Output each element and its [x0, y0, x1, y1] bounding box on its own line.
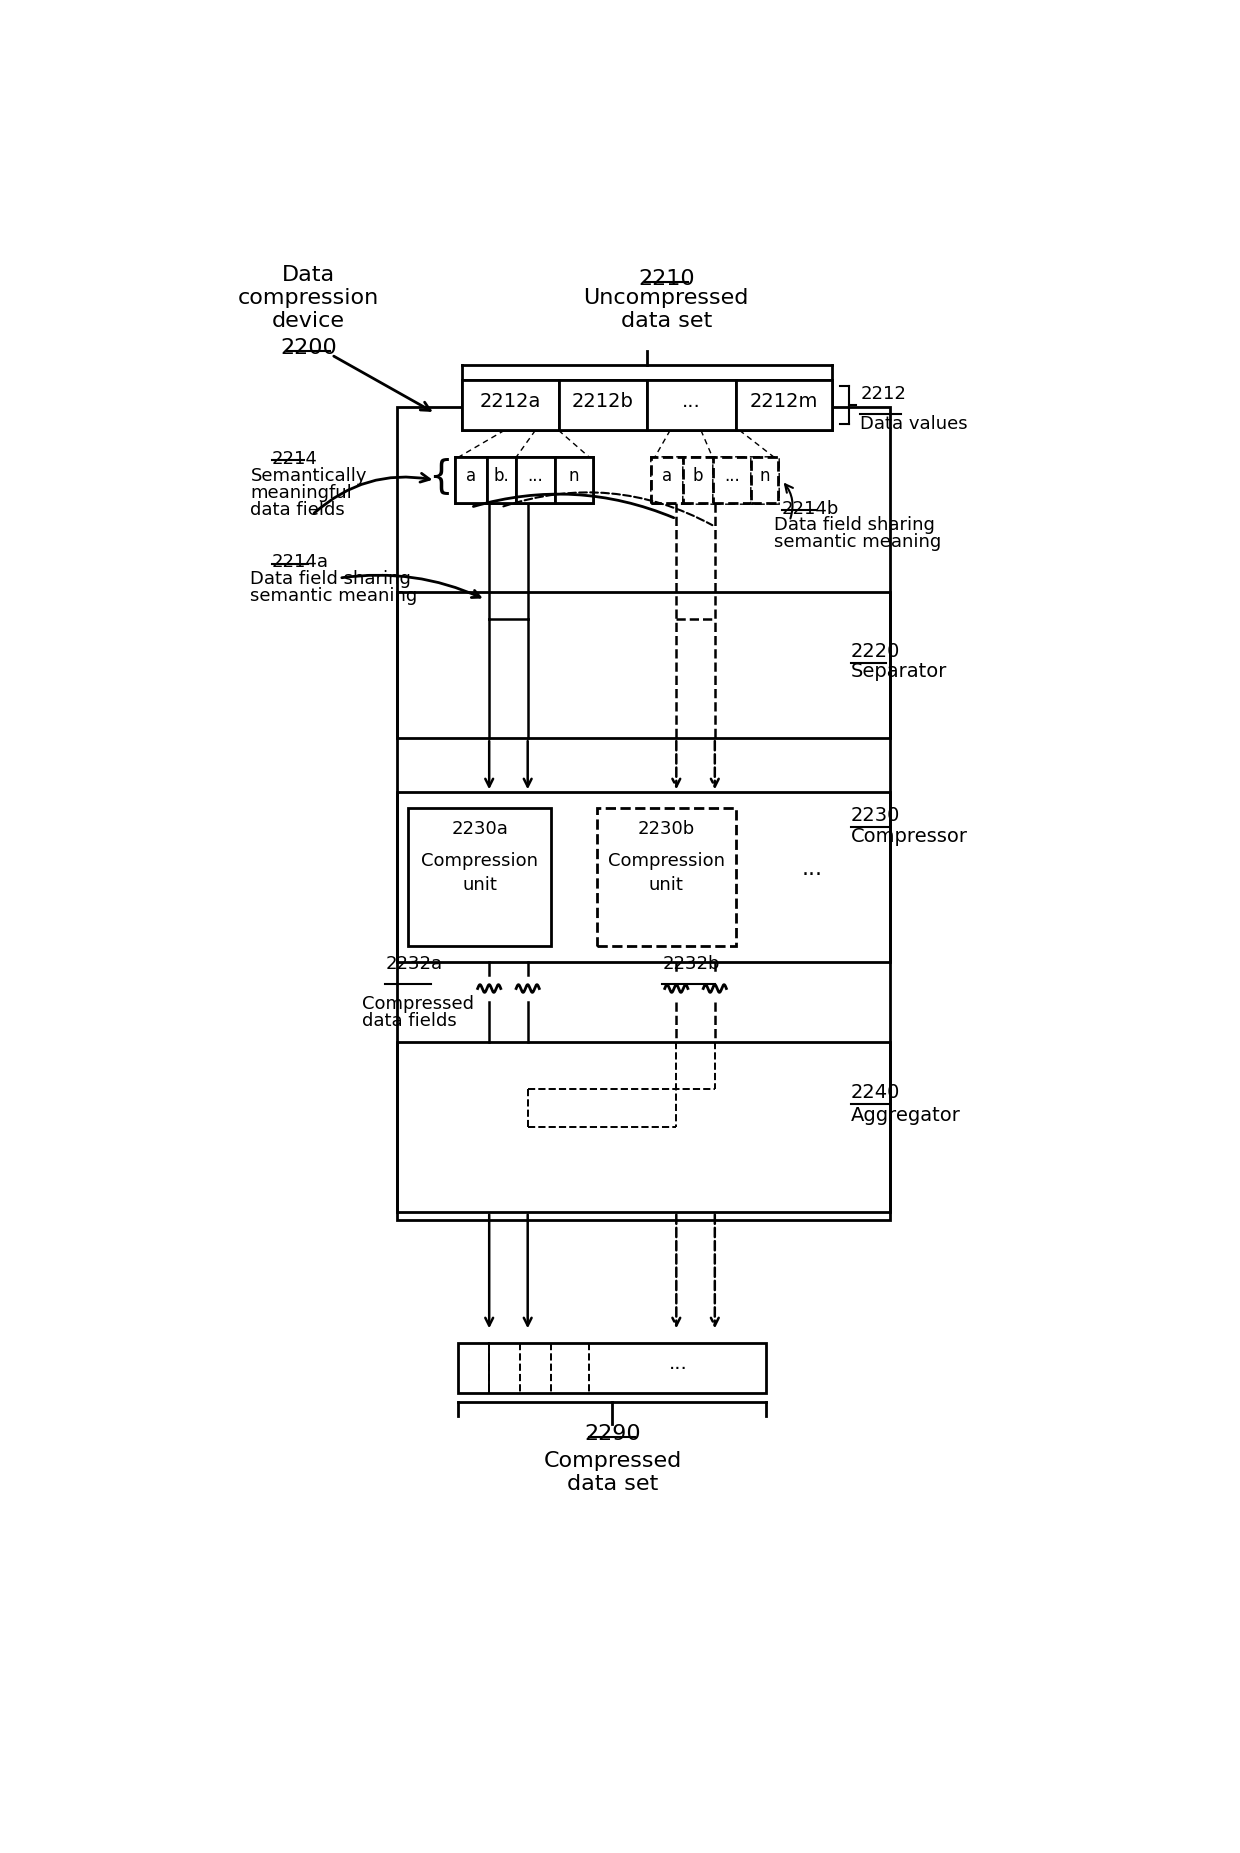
- Text: 2220: 2220: [851, 641, 900, 662]
- Text: unit: unit: [463, 876, 497, 893]
- Text: Compressed: Compressed: [543, 1451, 682, 1471]
- Text: 2230a: 2230a: [451, 821, 508, 838]
- Text: n: n: [759, 467, 770, 485]
- Bar: [751, 458, 777, 504]
- Bar: [408, 808, 551, 947]
- Text: Compressor: Compressor: [851, 826, 968, 847]
- Text: Data field sharing: Data field sharing: [250, 571, 412, 589]
- Text: compression: compression: [238, 287, 379, 308]
- Text: Compressed: Compressed: [362, 995, 474, 1014]
- Bar: [596, 808, 735, 947]
- Text: 2232b: 2232b: [662, 954, 720, 973]
- Text: Data: Data: [281, 265, 335, 285]
- Text: data set: data set: [567, 1473, 658, 1494]
- Text: 2212: 2212: [861, 385, 906, 402]
- Bar: [397, 591, 889, 737]
- Text: Uncompressed: Uncompressed: [584, 287, 749, 308]
- Bar: [459, 1343, 766, 1393]
- Text: device: device: [272, 311, 345, 332]
- Text: ...: ...: [527, 467, 543, 485]
- Bar: [651, 458, 683, 504]
- Bar: [713, 458, 751, 504]
- Text: ...: ...: [724, 467, 739, 485]
- Text: 2290: 2290: [584, 1423, 641, 1443]
- Text: 2214a: 2214a: [272, 554, 329, 571]
- Text: ...: ...: [668, 1355, 687, 1373]
- Text: unit: unit: [649, 876, 683, 893]
- Text: ...: ...: [682, 391, 701, 411]
- Bar: [397, 408, 889, 1219]
- Bar: [683, 458, 713, 504]
- Text: 2214: 2214: [272, 450, 317, 467]
- Bar: [554, 458, 593, 504]
- Text: 2230: 2230: [851, 806, 900, 825]
- Text: {: {: [428, 458, 453, 495]
- Text: Semantically: Semantically: [250, 467, 367, 485]
- Bar: [397, 1043, 889, 1212]
- Text: 2212a: 2212a: [480, 391, 541, 411]
- Text: semantic meaning: semantic meaning: [250, 587, 418, 606]
- Text: 2210: 2210: [639, 269, 694, 289]
- Text: data set: data set: [621, 311, 712, 332]
- Text: b: b: [693, 467, 703, 485]
- Bar: [735, 380, 832, 430]
- Text: n: n: [569, 467, 579, 485]
- Bar: [651, 458, 777, 504]
- Bar: [647, 380, 735, 430]
- Text: semantic meaning: semantic meaning: [774, 534, 941, 552]
- Text: Data field sharing: Data field sharing: [774, 517, 935, 534]
- Bar: [487, 458, 516, 504]
- Text: Data values: Data values: [861, 415, 968, 434]
- Text: Compression: Compression: [422, 852, 538, 871]
- Bar: [558, 380, 647, 430]
- Text: 2240: 2240: [851, 1082, 900, 1103]
- Bar: [397, 793, 889, 962]
- Bar: [455, 458, 487, 504]
- Text: Aggregator: Aggregator: [851, 1106, 961, 1125]
- Text: 2212m: 2212m: [749, 391, 818, 411]
- Bar: [455, 458, 593, 504]
- Text: Separator: Separator: [851, 662, 947, 680]
- Text: 2212b: 2212b: [572, 391, 634, 411]
- Text: data fields: data fields: [362, 1012, 456, 1030]
- Text: a: a: [466, 467, 476, 485]
- Text: data fields: data fields: [250, 500, 345, 519]
- Text: ...: ...: [802, 860, 823, 878]
- Text: a: a: [662, 467, 672, 485]
- Text: 2230b: 2230b: [637, 821, 694, 838]
- Bar: [463, 380, 832, 430]
- Bar: [463, 380, 558, 430]
- Text: 2214b: 2214b: [781, 500, 839, 517]
- Bar: [516, 458, 554, 504]
- Text: b.: b.: [494, 467, 510, 485]
- Text: 2200: 2200: [280, 337, 336, 358]
- Text: Compression: Compression: [608, 852, 725, 871]
- Text: meaningful: meaningful: [250, 484, 352, 502]
- Text: 2232a: 2232a: [386, 954, 443, 973]
